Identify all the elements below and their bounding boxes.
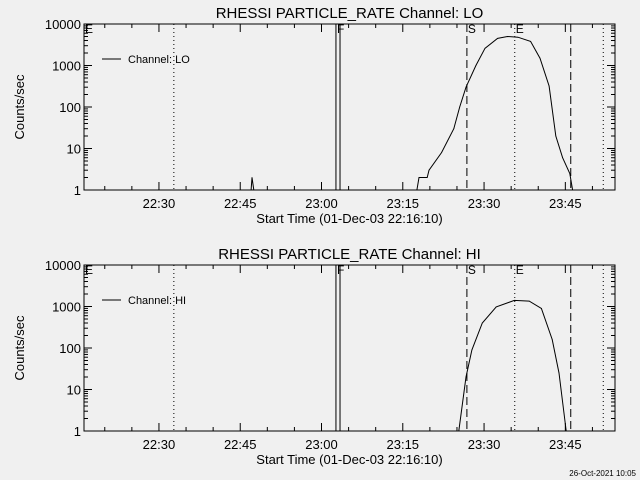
data-point xyxy=(562,157,564,159)
data-point xyxy=(459,106,461,108)
data-point xyxy=(416,189,418,191)
data-point xyxy=(539,57,541,59)
data-point xyxy=(513,300,515,301)
data-point xyxy=(251,177,253,178)
y-axis-label: Counts/sec xyxy=(12,74,27,140)
y-tick-label: 1000 xyxy=(52,300,81,315)
data-point xyxy=(481,322,483,324)
x-tick-label: 22:30 xyxy=(143,437,176,452)
x-tick-label: 23:00 xyxy=(305,437,338,452)
y-tick-label: 1000 xyxy=(52,59,81,74)
x-tick-label: 22:30 xyxy=(143,196,176,211)
y-tick-label: 100 xyxy=(59,100,81,115)
data-point xyxy=(253,189,255,191)
data-point xyxy=(453,128,455,130)
data-point xyxy=(517,36,519,38)
x-tick-label: 23:15 xyxy=(387,196,420,211)
marker-label: E xyxy=(85,22,93,36)
y-tick-label: 100 xyxy=(59,341,81,356)
data-point xyxy=(555,135,557,137)
y-axis-label: Counts/sec xyxy=(12,315,27,381)
y-tick-label: 10 xyxy=(67,142,81,157)
data-point xyxy=(497,37,499,39)
data-point xyxy=(530,41,531,42)
y-tick-label: 1 xyxy=(74,424,81,439)
x-tick-label: 23:30 xyxy=(468,196,501,211)
data-point xyxy=(428,169,430,171)
marker-label: E xyxy=(516,263,524,277)
data-point xyxy=(458,430,460,432)
y-tick-label: 10 xyxy=(67,383,81,398)
marker-label: F xyxy=(337,22,344,36)
y-tick-label: 10000 xyxy=(45,17,81,32)
data-point xyxy=(507,36,508,37)
marker-label: S xyxy=(468,22,476,36)
data-point xyxy=(418,177,420,178)
data-point xyxy=(551,339,553,340)
series-line xyxy=(458,299,567,432)
data-point xyxy=(475,65,477,66)
legend-label: Channel: LO xyxy=(128,54,190,66)
data-point xyxy=(250,189,252,191)
x-tick-label: 23:00 xyxy=(305,196,338,211)
data-point xyxy=(565,430,567,432)
marker-label: E xyxy=(85,263,93,277)
series-line xyxy=(84,35,574,191)
data-point xyxy=(484,47,486,49)
x-tick-label: 23:30 xyxy=(468,437,501,452)
chart-title: RHESSI PARTICLE_RATE Channel: HI xyxy=(218,246,481,263)
marker-label: F xyxy=(337,263,344,277)
data-point xyxy=(528,300,530,302)
data-point xyxy=(441,152,443,153)
data-point xyxy=(471,349,473,351)
marker-label: S xyxy=(468,263,476,277)
x-axis-label: Start Time (01-Dec-03 22:16:10) xyxy=(256,452,442,467)
x-axis-label: Start Time (01-Dec-03 22:16:10) xyxy=(256,211,442,226)
data-point xyxy=(426,177,428,178)
x-tick-label: 22:45 xyxy=(224,437,257,452)
x-tick-label: 23:45 xyxy=(549,196,582,211)
data-point xyxy=(465,376,467,378)
legend-label: Channel: HI xyxy=(128,295,186,307)
chart-panel-1: RHESSI PARTICLE_RATE Channel: HI 22:30 22:… xyxy=(12,246,616,467)
data-point xyxy=(558,372,560,374)
chart-title: RHESSI PARTICLE_RATE Channel: LO xyxy=(216,5,484,22)
y-tick-label: 10000 xyxy=(45,258,81,273)
data-point xyxy=(495,306,497,308)
marker-label: E xyxy=(516,22,524,36)
y-tick-label: 1 xyxy=(74,183,81,198)
plot-frame xyxy=(83,264,616,432)
x-tick-label: 22:45 xyxy=(224,196,257,211)
data-point xyxy=(541,307,542,309)
data-point xyxy=(465,86,467,88)
data-point xyxy=(83,189,85,191)
chart-panel-0: RHESSI PARTICLE_RATE Channel: LO 22:30 22:… xyxy=(12,5,616,226)
data-point xyxy=(572,189,573,191)
x-tick-label: 23:45 xyxy=(549,437,582,452)
footer-timestamp: 26-Oct-2021 10:05 xyxy=(569,469,636,478)
data-point xyxy=(569,173,571,174)
x-tick-label: 23:15 xyxy=(387,437,420,452)
data-point xyxy=(548,85,550,87)
